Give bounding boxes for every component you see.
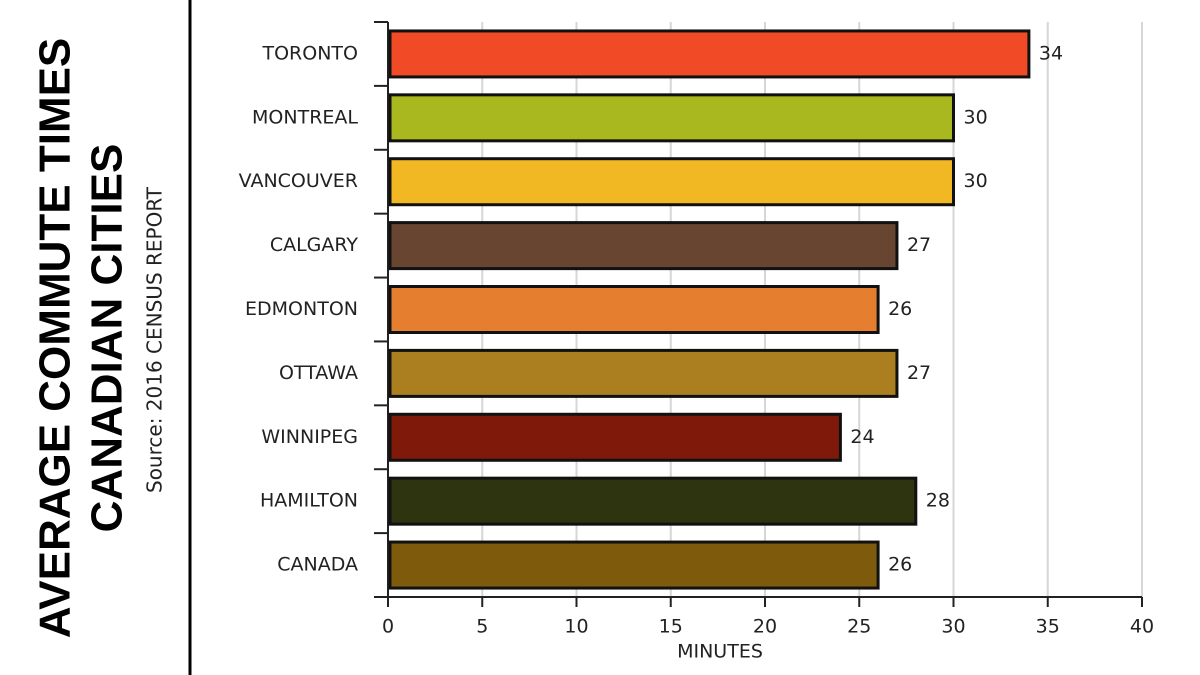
bar — [388, 157, 955, 207]
bar — [388, 540, 880, 590]
bar — [388, 221, 899, 271]
y-tick-label: HAMILTON — [260, 490, 358, 512]
value-label: 26 — [888, 554, 912, 576]
y-tick-label: WINNIPEG — [261, 426, 358, 448]
value-label: 30 — [964, 106, 988, 128]
x-tick-label: 20 — [753, 616, 777, 638]
y-tick-label: OTTAWA — [279, 362, 358, 384]
value-label: 30 — [964, 170, 988, 192]
y-tick-label: MONTREAL — [252, 106, 358, 128]
value-label: 27 — [907, 362, 931, 384]
value-label: 27 — [907, 234, 931, 256]
x-tick-label: 40 — [1130, 616, 1154, 638]
x-tick-label: 25 — [847, 616, 871, 638]
value-label: 26 — [888, 298, 912, 320]
x-axis-label: MINUTES — [677, 641, 763, 663]
y-tick-label: CALGARY — [270, 234, 359, 256]
bar — [388, 412, 842, 462]
x-tick-label: 0 — [382, 616, 394, 638]
source: Source: 2016 CENSUS REPORT — [143, 186, 167, 493]
x-tick-label: 15 — [659, 616, 683, 638]
bar — [388, 285, 880, 334]
x-tick-label: 5 — [476, 616, 488, 638]
x-tick-label: 30 — [941, 616, 965, 638]
y-tick-label: TORONTO — [262, 42, 359, 64]
y-tick-label: CANADA — [277, 554, 358, 576]
x-tick-label: 10 — [564, 616, 588, 638]
bar — [388, 476, 918, 526]
value-label: 24 — [850, 426, 874, 448]
y-tick-label: VANCOUVER — [239, 170, 358, 192]
x-tick-label: 35 — [1036, 616, 1060, 638]
bar — [388, 29, 1031, 79]
bar — [388, 93, 955, 143]
y-tick-label: EDMONTON — [245, 298, 358, 320]
value-label: 28 — [926, 490, 950, 512]
chart-subtitle: CANADIAN CITIES — [83, 144, 132, 533]
bar — [388, 348, 899, 398]
value-label: 34 — [1039, 42, 1063, 64]
chart-title: AVERAGE COMMUTE TIMES — [31, 38, 80, 639]
